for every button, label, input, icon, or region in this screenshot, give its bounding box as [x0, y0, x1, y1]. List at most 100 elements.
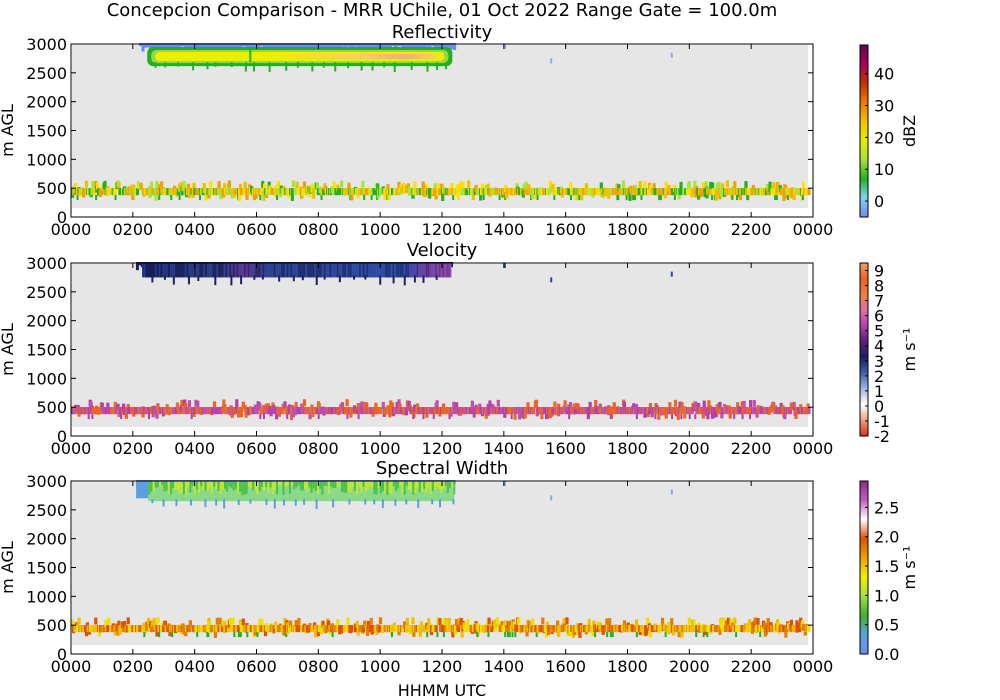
x-tick-label: 2000 [669, 220, 710, 239]
cloud-speckle [396, 43, 400, 47]
surface-column [527, 620, 531, 628]
cloud-speckle [388, 43, 392, 48]
cloud-drip [364, 275, 367, 280]
surface-column [599, 407, 603, 415]
surface-column [226, 625, 231, 633]
surface-column [75, 625, 79, 633]
cloud-streak [362, 263, 365, 278]
cloud-streak [203, 263, 205, 278]
surface-column [96, 188, 101, 196]
x-tick-label: 1600 [545, 439, 586, 458]
cloud-streak [226, 481, 229, 492]
cloud-streak [431, 481, 434, 492]
cloud-streak [446, 263, 448, 278]
surface-column [690, 625, 694, 633]
cloud-layer [139, 43, 457, 73]
cloud-speckle [277, 43, 281, 49]
surface-column [748, 407, 752, 415]
surface-column [487, 407, 491, 415]
cloud-streak [407, 481, 410, 491]
surface-drip [688, 414, 691, 420]
surface-column [760, 406, 764, 414]
surface-column [807, 407, 811, 415]
surface-column [788, 623, 793, 631]
surface-column [374, 402, 378, 410]
cloud-speckle [279, 43, 283, 48]
x-tick-label: 1000 [360, 439, 401, 458]
surface-column [317, 402, 321, 410]
cloud-streak [435, 263, 437, 278]
cloud-streak [319, 481, 322, 489]
cloud-streak [234, 263, 237, 278]
cloud-streak [381, 263, 383, 278]
surface-column [561, 623, 565, 631]
cloud-streak [351, 481, 354, 487]
surface-drip [611, 632, 614, 638]
surface-drip [147, 414, 150, 420]
surface-drip [617, 195, 620, 201]
cloud-streak [279, 263, 281, 278]
cloud-streak [288, 263, 291, 278]
cloud-streak [338, 263, 341, 278]
cloud-speckle [186, 43, 190, 49]
cloud-streak [207, 263, 209, 278]
colorbar-tick-label: 4 [874, 337, 884, 356]
cloud-streak [423, 481, 426, 489]
surface-column [219, 188, 223, 200]
surface-column [217, 625, 221, 633]
surface-drip [487, 632, 490, 638]
surface-column [749, 625, 753, 633]
cloud-streak [271, 263, 274, 278]
cloud-streak [241, 481, 244, 495]
cloud-streak [306, 481, 309, 492]
surface-column [209, 180, 213, 188]
surface-column [584, 183, 589, 191]
surface-column [187, 400, 192, 408]
surface-column [413, 181, 417, 189]
cloud-speckle [334, 43, 338, 49]
cloud-streak [357, 263, 359, 278]
y-tick-label: 2000 [26, 93, 67, 112]
surface-column [349, 407, 353, 418]
surface-column [302, 181, 307, 189]
surface-drip [286, 414, 289, 420]
surface-column [294, 401, 298, 409]
cloud-streak [250, 481, 253, 489]
surface-column [79, 625, 83, 633]
cloud-streak [172, 481, 175, 488]
surface-column [84, 180, 89, 188]
surface-column [397, 399, 401, 407]
surface-column [612, 402, 616, 410]
surface-column [378, 617, 383, 625]
surface-column [262, 183, 267, 191]
surface-column [653, 623, 657, 631]
surface-drip [390, 632, 393, 638]
colorbar-tick-label: 30 [874, 97, 894, 116]
cloud-streak [425, 481, 428, 494]
cloud-streak [270, 263, 272, 278]
surface-drip [535, 632, 538, 638]
cloud-speckle [418, 43, 422, 48]
cloud-streak [314, 481, 317, 491]
cloud-streak [291, 481, 294, 486]
surface-column [182, 407, 186, 415]
surface-column [460, 188, 464, 196]
surface-column [234, 188, 238, 196]
cloud-streak [446, 481, 449, 493]
cloud-speckle [366, 43, 370, 49]
surface-column [407, 400, 411, 408]
surface-column [344, 407, 348, 415]
surface-drip [787, 195, 790, 201]
surface-column [210, 625, 214, 633]
cloud-speckle [161, 43, 165, 50]
surface-column [344, 188, 348, 196]
surface-drip [259, 414, 262, 420]
surface-column [96, 182, 100, 190]
near-surface-layer [71, 617, 811, 638]
surface-column [613, 407, 617, 415]
surface-column [607, 625, 611, 633]
cloud-streak [286, 481, 289, 486]
surface-column [632, 403, 636, 411]
